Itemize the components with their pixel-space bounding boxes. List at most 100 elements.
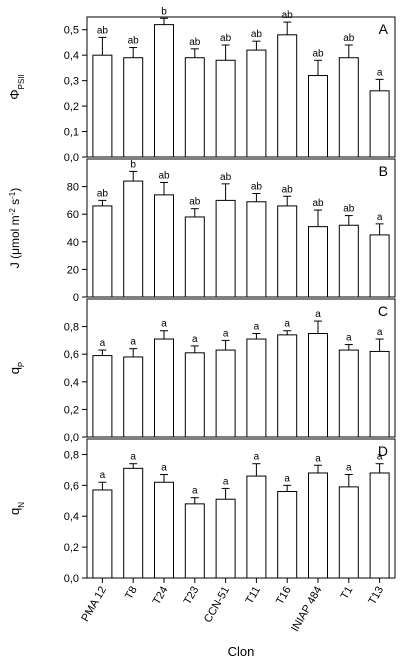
panel-letter: B bbox=[379, 163, 388, 179]
y-axis-label: J (μmol m-2 s-1) bbox=[8, 188, 23, 269]
significance-letter: ab bbox=[312, 48, 324, 59]
significance-letter: ab bbox=[312, 198, 324, 209]
significance-letter: a bbox=[377, 452, 383, 463]
bar bbox=[184, 57, 205, 158]
significance-letter: ab bbox=[251, 182, 263, 193]
x-tick-label: T11 bbox=[244, 585, 263, 607]
bar bbox=[154, 481, 174, 579]
significance-letter: a bbox=[223, 328, 229, 339]
x-tick-label: T16 bbox=[274, 585, 294, 607]
bar bbox=[369, 234, 390, 298]
y-axis-label-part: q bbox=[7, 508, 22, 515]
y-tick-label: 0,4 bbox=[64, 50, 79, 62]
y-axis-label: qP bbox=[7, 362, 26, 375]
bar bbox=[123, 356, 144, 438]
bar bbox=[338, 224, 359, 298]
bar bbox=[338, 57, 359, 158]
y-tick-label: 0,8 bbox=[64, 322, 79, 334]
y-axis-label: ΦPSII bbox=[7, 74, 26, 100]
x-tick-label: T8 bbox=[123, 585, 140, 602]
significance-letter: ab bbox=[189, 197, 201, 208]
significance-letter: b bbox=[130, 159, 136, 170]
x-tick-label: T1 bbox=[339, 585, 356, 602]
significance-letter: a bbox=[346, 463, 352, 474]
y-tick-label: 0,0 bbox=[64, 152, 79, 164]
bar bbox=[277, 334, 298, 438]
significance-letter: ab bbox=[158, 170, 170, 181]
y-tick-label: 0,0 bbox=[64, 573, 79, 585]
y-axis-label-part: PSII bbox=[17, 74, 26, 89]
y-tick-label: 0,6 bbox=[64, 480, 79, 492]
significance-letter: a bbox=[254, 452, 260, 463]
y-axis-label-part: ) bbox=[8, 188, 22, 192]
plot-frame bbox=[86, 158, 396, 298]
significance-letter: a bbox=[100, 338, 106, 349]
y-tick-label: 0,2 bbox=[64, 404, 79, 416]
significance-letter: b bbox=[161, 6, 167, 17]
y-tick-label: 80 bbox=[67, 182, 79, 194]
y-tick-label: 0 bbox=[73, 292, 79, 304]
bar bbox=[308, 333, 328, 438]
significance-letter: ab bbox=[282, 184, 294, 195]
panel-a: 0,0 0,1 0,2 0,3 0,4 0,5 A ΦPSII ab ab b ab ab ab ab ab a… bbox=[7, 6, 396, 164]
bar bbox=[184, 352, 205, 438]
y-tick-label: 0,1 bbox=[64, 127, 79, 139]
significance-letter: a bbox=[377, 327, 383, 338]
bar bbox=[246, 201, 267, 298]
bar bbox=[92, 205, 113, 298]
bar bbox=[246, 49, 267, 158]
significance-letter: ab bbox=[282, 10, 294, 21]
y-axis-label-part: J (μmol m bbox=[8, 215, 22, 268]
y-tick-label: 60 bbox=[67, 209, 79, 221]
bar bbox=[246, 338, 267, 438]
bar bbox=[215, 59, 236, 158]
significance-letter: a bbox=[377, 67, 383, 78]
bar bbox=[369, 90, 390, 158]
bar bbox=[369, 472, 390, 579]
y-tick-label: 0,3 bbox=[64, 76, 79, 88]
significance-letter: a bbox=[192, 334, 198, 345]
bar bbox=[277, 205, 298, 298]
significance-letter: a bbox=[130, 452, 136, 463]
significance-letter: ab bbox=[97, 25, 109, 36]
significance-letter: ab bbox=[220, 33, 232, 44]
x-tick-label: T13 bbox=[366, 585, 386, 607]
significance-letter: a bbox=[377, 212, 383, 223]
x-tick-label: PMA 12 bbox=[79, 585, 109, 624]
y-axis-label-part: q bbox=[7, 367, 22, 374]
bar bbox=[154, 338, 174, 438]
plot-frame bbox=[86, 298, 396, 438]
significance-letter: ab bbox=[189, 37, 201, 48]
bar bbox=[308, 226, 328, 298]
bar bbox=[154, 194, 174, 298]
significance-letter: a bbox=[130, 337, 136, 348]
significance-letter: a bbox=[254, 322, 260, 333]
significance-letter: a bbox=[161, 463, 167, 474]
x-tick-label: T23 bbox=[182, 585, 202, 607]
bar bbox=[92, 54, 113, 158]
bar bbox=[246, 475, 267, 579]
bar bbox=[215, 498, 236, 579]
significance-letter: a bbox=[223, 476, 229, 487]
significance-letter: ab bbox=[220, 172, 232, 183]
significance-letter: ab bbox=[251, 29, 263, 40]
y-axis-label-part: -2 bbox=[8, 208, 17, 216]
significance-letter: a bbox=[161, 319, 167, 330]
y-axis-label-part: N bbox=[17, 502, 26, 508]
significance-letter: ab bbox=[128, 36, 140, 47]
bar bbox=[92, 355, 113, 438]
significance-letter: a bbox=[284, 319, 290, 330]
y-tick-label: 0,2 bbox=[64, 101, 79, 113]
significance-letter: a bbox=[192, 486, 198, 497]
y-axis-label-part: Φ bbox=[7, 89, 22, 99]
plot-frame bbox=[86, 438, 396, 579]
significance-letter: a bbox=[315, 453, 321, 464]
y-axis-label-part: s bbox=[8, 199, 22, 208]
panel-letter: C bbox=[378, 303, 388, 319]
y-axis-label-part: P bbox=[17, 362, 26, 367]
bar bbox=[308, 472, 328, 579]
y-tick-label: 20 bbox=[67, 264, 79, 276]
